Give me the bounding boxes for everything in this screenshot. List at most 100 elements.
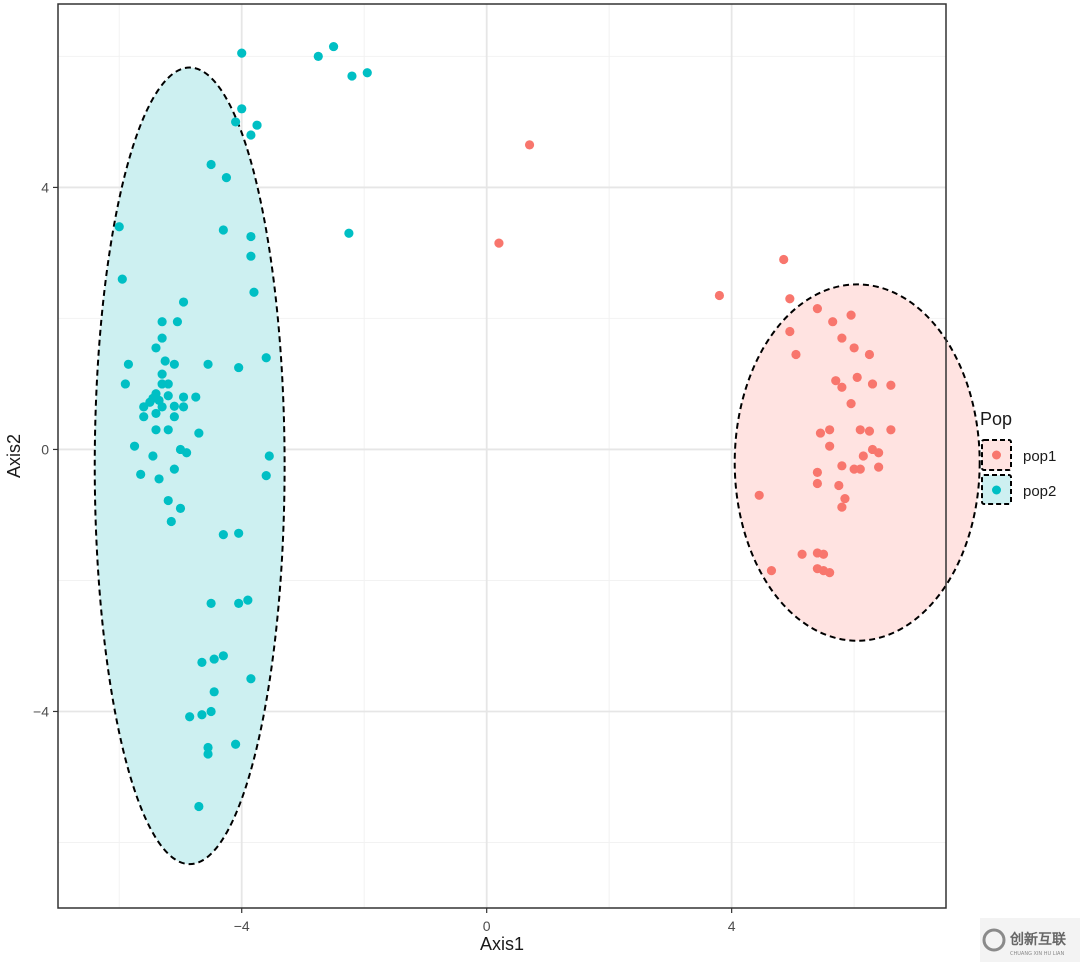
point-pop2 [114, 222, 124, 232]
point-pop2 [182, 448, 192, 458]
point-pop1 [837, 502, 847, 512]
point-pop2 [234, 528, 244, 538]
point-pop2 [206, 706, 216, 717]
point-pop1 [791, 349, 801, 360]
point-pop2 [178, 402, 189, 412]
point-pop2 [246, 251, 256, 261]
y-tick-label: 4 [41, 179, 49, 195]
point-pop1 [812, 467, 822, 477]
y-axis-title: Axis2 [4, 434, 24, 478]
point-pop2 [169, 412, 179, 422]
point-pop1 [812, 304, 822, 314]
ellipse-pop2 [93, 66, 286, 866]
point-pop2 [191, 392, 201, 402]
point-pop1 [846, 310, 856, 320]
watermark-text: 创新互联 [1009, 931, 1067, 948]
x-tick-label: 0 [483, 918, 491, 934]
point-pop2 [261, 353, 271, 363]
point-pop1 [855, 464, 865, 474]
point-pop2 [117, 274, 127, 284]
point-pop1 [849, 343, 859, 353]
point-pop1 [858, 451, 868, 461]
legend-title: Pop [980, 409, 1012, 429]
point-pop2 [249, 287, 259, 297]
point-pop2 [264, 451, 274, 461]
point-pop2 [129, 441, 140, 451]
point-pop1 [837, 461, 847, 471]
point-pop1 [837, 333, 847, 343]
plot-border [57, 3, 947, 909]
point-pop2 [197, 657, 207, 667]
x-axis-ticks: −4 0 4 [234, 908, 736, 934]
point-pop2 [203, 742, 213, 753]
point-pop2 [148, 451, 158, 461]
legend-label-pop1: pop1 [1023, 448, 1056, 465]
point-pop1 [886, 425, 896, 435]
point-pop2 [166, 516, 176, 527]
point-pop2 [328, 41, 339, 52]
point-pop1 [840, 493, 850, 504]
point-pop2 [237, 104, 247, 114]
point-pop1 [524, 140, 535, 150]
point-pop2 [194, 801, 204, 812]
point-pop1 [785, 294, 795, 304]
point-pop1 [834, 480, 844, 491]
point-pop1 [714, 290, 725, 301]
point-pop2 [169, 359, 179, 369]
point-pop1 [828, 317, 838, 327]
point-pop1 [779, 254, 789, 265]
x-tick-label: 4 [728, 918, 736, 934]
point-pop2 [234, 362, 244, 373]
data-points [114, 41, 896, 812]
legend-item-pop2: pop2 [981, 474, 1056, 505]
point-pop2 [169, 464, 179, 474]
point-pop2 [252, 120, 262, 130]
point-pop1 [825, 441, 835, 451]
point-pop2 [163, 379, 173, 389]
point-pop1 [874, 462, 884, 472]
point-pop2 [203, 359, 213, 369]
point-pop2 [123, 359, 134, 369]
point-pop2 [313, 51, 323, 62]
point-pop2 [194, 428, 204, 438]
point-pop2 [172, 317, 183, 327]
point-pop1 [754, 490, 764, 500]
point-pop2 [203, 749, 213, 759]
point-pop2 [246, 130, 256, 140]
point-pop2 [139, 402, 149, 412]
point-pop2 [169, 401, 179, 411]
point-pop2 [178, 392, 189, 402]
point-pop2 [234, 598, 244, 608]
point-pop1 [837, 382, 847, 392]
legend-label-pop2: pop2 [1023, 483, 1056, 500]
point-pop1 [864, 426, 875, 436]
point-pop2 [231, 117, 241, 127]
point-pop2 [178, 297, 189, 307]
point-pop1 [864, 349, 875, 360]
point-pop1 [797, 549, 807, 559]
point-pop2 [218, 225, 228, 235]
point-pop1 [812, 478, 822, 489]
point-pop1 [852, 372, 862, 382]
point-pop1 [825, 568, 835, 578]
x-axis-title: Axis1 [480, 934, 524, 954]
point-pop2 [151, 343, 161, 353]
point-pop2 [243, 595, 253, 605]
confidence-ellipses [93, 66, 981, 866]
point-pop2 [157, 333, 167, 343]
point-pop2 [261, 471, 271, 481]
point-pop1 [818, 549, 829, 559]
legend-dot-pop1 [992, 450, 1001, 460]
point-pop2 [185, 712, 195, 722]
legend-item-pop1: pop1 [981, 439, 1056, 471]
y-tick-label: 0 [41, 441, 49, 457]
point-pop2 [221, 172, 232, 183]
point-pop2 [157, 317, 167, 327]
point-pop2 [157, 402, 167, 412]
point-pop2 [237, 48, 247, 58]
point-pop2 [218, 530, 228, 540]
point-pop2 [209, 654, 219, 664]
point-pop2 [151, 425, 161, 435]
point-pop2 [344, 228, 354, 238]
